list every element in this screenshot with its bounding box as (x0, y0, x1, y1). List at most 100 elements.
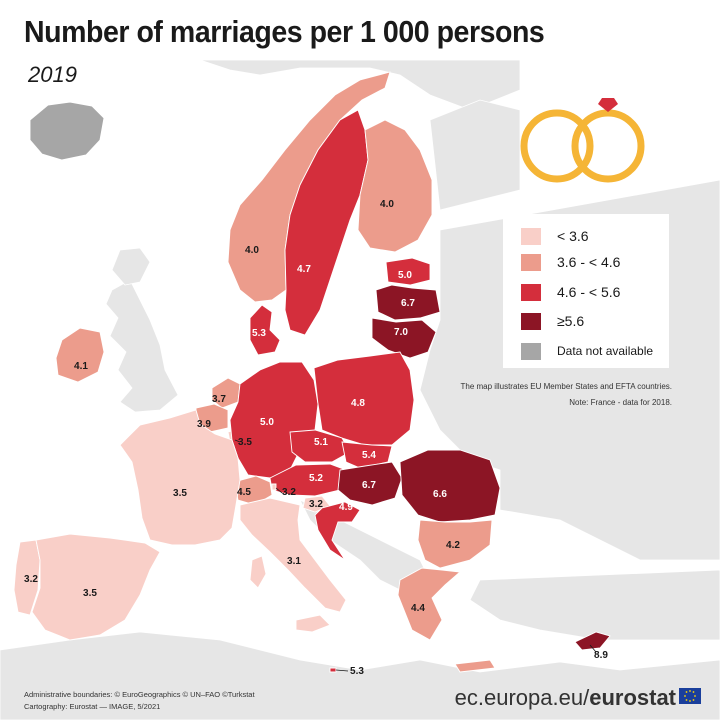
background-land (0, 59, 720, 720)
legend-label: 4.6 - < 5.6 (557, 284, 621, 300)
legend-swatch (521, 342, 541, 360)
label-ireland: 4.1 (74, 361, 88, 372)
label-italy: 3.1 (287, 556, 301, 567)
country-romania (399, 449, 501, 523)
label-belgium: 3.9 (197, 419, 211, 430)
legend-swatch (521, 283, 541, 301)
label-poland: 4.8 (351, 398, 365, 409)
country-denmark (249, 304, 281, 356)
label-finland: 4.0 (380, 199, 394, 210)
legend-label: 3.6 - < 4.6 (557, 254, 621, 270)
value-labels: 4.0 4.7 4.0 5.0 6.7 7.0 5.3 4.1 3.7 3.9 … (24, 199, 608, 677)
turkey-land (469, 569, 720, 641)
label-cyprus: 8.9 (594, 650, 608, 661)
legend-item-4: ≥5.6 (521, 311, 584, 331)
label-sweden: 4.7 (297, 264, 311, 275)
country-france (119, 409, 241, 546)
legend-item-2: 3.6 - < 4.6 (521, 252, 620, 272)
country-malta (329, 667, 337, 673)
legend-swatch (521, 253, 541, 271)
legend-swatch (521, 227, 541, 245)
country-sardinia (249, 555, 267, 589)
legend-item-5: Data not available (521, 341, 653, 361)
legend-label: ≥5.6 (557, 313, 585, 329)
country-cyprus (574, 631, 611, 651)
label-luxembourg: 3.5 (238, 437, 252, 448)
label-slovenia: 3.2 (309, 499, 323, 510)
country-ireland (55, 327, 105, 383)
country-iceland (29, 101, 105, 161)
ring-right (571, 109, 645, 183)
country-sicily (295, 614, 331, 633)
liechtenstein-leader-line (275, 487, 283, 494)
country-hungary (337, 461, 403, 506)
footer-domain: ec.europa.eu/ (454, 685, 590, 710)
greenland-edge (199, 59, 521, 111)
footer-link[interactable]: ec.europa.eu/eurostat (455, 685, 676, 711)
luxembourg-leader-line (234, 439, 241, 443)
page-subtitle: 2019 (28, 62, 77, 87)
country-czechia (289, 429, 351, 463)
label-spain: 3.5 (83, 588, 97, 599)
label-malta: 5.3 (350, 666, 364, 677)
label-norway: 4.0 (245, 245, 259, 256)
label-denmark: 5.3 (252, 328, 266, 339)
country-italy (239, 497, 347, 613)
label-czechia: 5.1 (314, 437, 328, 448)
country-liechtenstein (271, 483, 277, 491)
page-title: Number of marriages per 1 000 persons (24, 14, 545, 49)
label-greece: 4.4 (411, 603, 425, 614)
eu-flag-icon (679, 688, 701, 704)
label-austria: 5.2 (309, 473, 323, 484)
cyprus-leader-line (589, 644, 597, 653)
label-estonia: 5.0 (398, 270, 412, 281)
legend-label: < 3.6 (557, 228, 589, 244)
country-crete (454, 659, 496, 673)
map-note-scope: The map illustrates EU Member States and… (460, 382, 673, 391)
credits-boundaries: Administrative boundaries: © EuroGeograp… (24, 690, 255, 699)
country-lithuania (371, 317, 437, 359)
country-croatia (314, 501, 361, 561)
label-france: 3.5 (173, 488, 187, 499)
label-netherlands: 3.7 (212, 394, 226, 405)
wedding-rings-icon (520, 98, 645, 183)
label-switzerland: 4.5 (237, 487, 251, 498)
country-shapes (13, 71, 611, 673)
label-hungary: 6.7 (362, 480, 376, 491)
country-poland (313, 351, 415, 446)
footer-brand: eurostat (589, 685, 676, 710)
label-croatia: 4.9 (339, 502, 353, 513)
country-slovakia (341, 441, 393, 469)
label-portugal: 3.2 (24, 574, 38, 585)
legend-item-3: 4.6 - < 5.6 (521, 282, 620, 302)
eu-stars (684, 690, 696, 702)
scotland-land (111, 247, 151, 286)
country-finland (357, 119, 433, 253)
country-switzerland (233, 475, 273, 506)
label-bulgaria: 4.2 (446, 540, 460, 551)
map-note-france: Note: France - data for 2018. (569, 398, 672, 407)
label-germany: 5.0 (260, 417, 274, 428)
legend-item-1: < 3.6 (521, 226, 589, 246)
label-romania: 6.6 (433, 489, 447, 500)
credits-cartography: Cartography: Eurostat — IMAGE, 5/2021 (24, 702, 161, 711)
russia-north-land (429, 99, 521, 211)
country-bulgaria (417, 519, 493, 569)
label-lithuania: 7.0 (394, 327, 408, 338)
legend-swatch (521, 312, 541, 330)
country-greece (397, 567, 462, 641)
country-estonia (385, 257, 431, 286)
uk-land (105, 279, 179, 413)
map-legend: < 3.6 3.6 - < 4.6 4.6 - < 5.6 ≥5.6 Data … (503, 214, 669, 368)
country-latvia (375, 284, 441, 321)
label-latvia: 6.7 (401, 298, 415, 309)
legend-label: Data not available (557, 344, 654, 358)
ring-left (520, 109, 594, 183)
country-spain (31, 533, 161, 641)
label-slovakia: 5.4 (362, 450, 376, 461)
malta-leader-line (335, 669, 349, 672)
label-liechtenstein: 3.2 (282, 487, 296, 498)
north-africa-land (0, 631, 720, 720)
